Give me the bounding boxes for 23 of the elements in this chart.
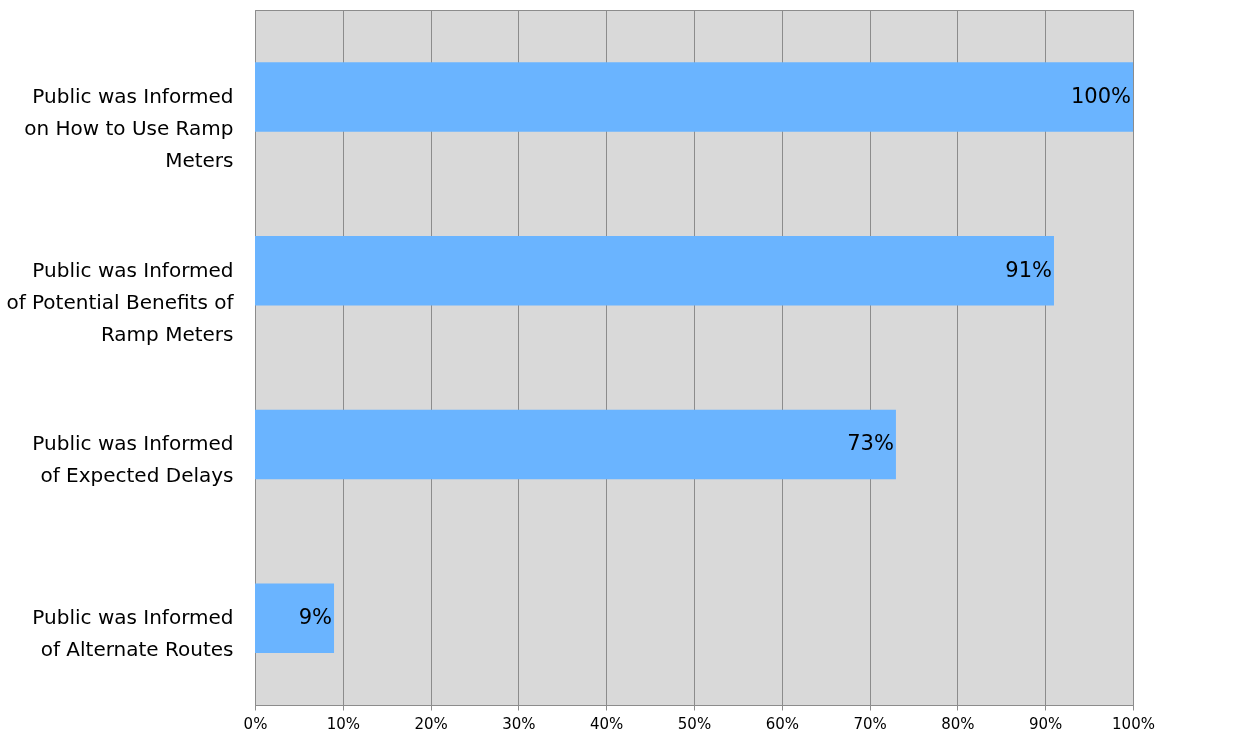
x-tick-label: 70% <box>853 714 887 733</box>
bar <box>255 409 896 480</box>
x-tick-label: 100% <box>1112 714 1155 733</box>
bar <box>255 62 1133 132</box>
x-tick-label: 90% <box>1029 714 1063 733</box>
y-tick-label: Public was Informed of Alternate Routes <box>32 605 234 662</box>
x-tick-label: 10% <box>326 714 360 733</box>
bar <box>255 583 335 653</box>
y-tick-label: Public was Informed on How to Use Ramp Meters <box>24 83 234 172</box>
x-tick-label: 60% <box>765 714 799 733</box>
x-tick-label: 30% <box>502 714 536 733</box>
x-tick-label: 80% <box>941 714 975 733</box>
data-label: 73% <box>847 431 894 456</box>
y-tick-label: Public was Informed of Expected Delays <box>32 431 234 488</box>
x-tick-label: 50% <box>677 714 712 733</box>
bar <box>255 235 1054 306</box>
y-tick-label: Public was Informed of Potential Benefits of Ramp Meters <box>6 257 235 346</box>
data-label: 100% <box>1070 83 1131 108</box>
data-label: 91% <box>1005 257 1052 282</box>
x-tick-label: 20% <box>414 714 448 733</box>
x-tick-label: 0% <box>243 714 268 733</box>
x-tick-label: 40% <box>590 714 624 733</box>
data-label: 9% <box>298 605 333 630</box>
